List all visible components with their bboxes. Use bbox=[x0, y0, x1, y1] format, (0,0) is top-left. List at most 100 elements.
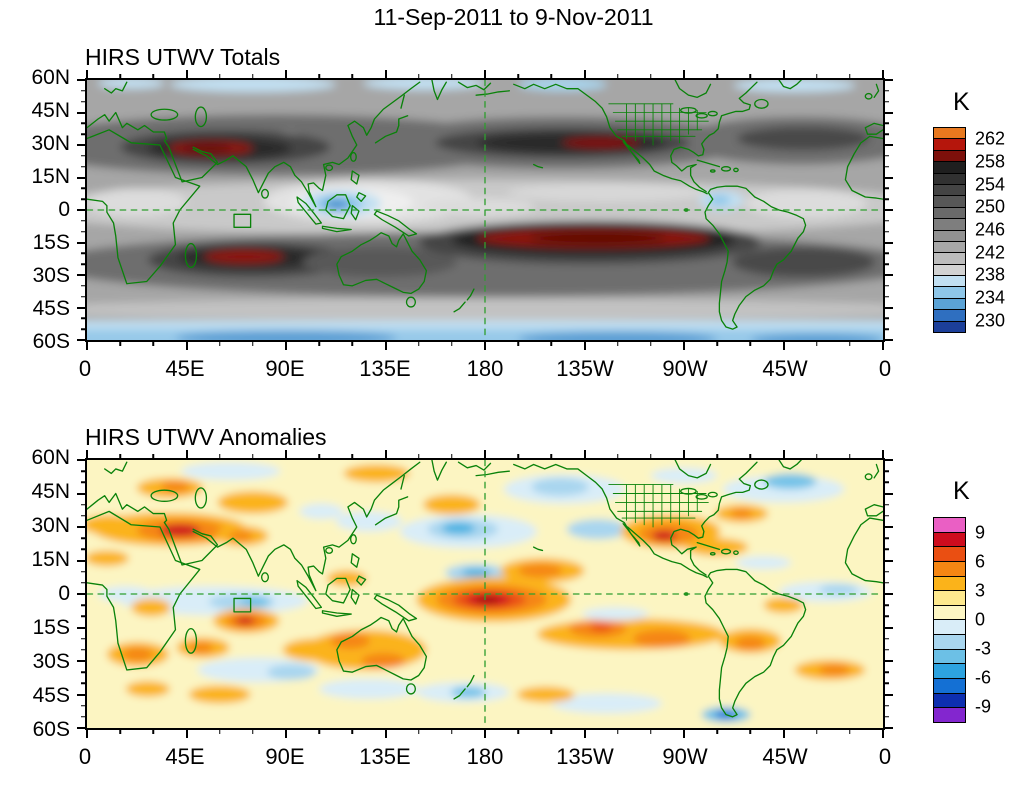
axis-tick bbox=[815, 74, 818, 79]
colorbar-tick-label: -6 bbox=[975, 667, 992, 688]
axis-tick bbox=[884, 626, 893, 629]
colorbar-segment bbox=[934, 531, 965, 547]
colorbar-segment bbox=[934, 172, 965, 184]
axis-tick bbox=[716, 341, 718, 346]
axis-tick bbox=[683, 450, 685, 459]
lon-tick-label: 135E bbox=[359, 744, 411, 769]
totals-map bbox=[77, 70, 893, 350]
axis-tick bbox=[884, 704, 889, 707]
axis-tick bbox=[849, 454, 851, 459]
lat-tick-label: 45S bbox=[32, 297, 70, 320]
lat-tick-label: 15S bbox=[32, 231, 70, 254]
axis-tick bbox=[884, 615, 889, 618]
axis-tick bbox=[81, 198, 86, 200]
axis-tick bbox=[884, 155, 889, 157]
axis-tick bbox=[152, 729, 155, 734]
axis-tick bbox=[81, 317, 86, 320]
axis-tick bbox=[884, 660, 893, 662]
axis-tick bbox=[285, 729, 287, 738]
lon-tick-label: 45W bbox=[762, 356, 808, 381]
colorbar-tick-label: 262 bbox=[975, 128, 1006, 149]
colorbar-segment bbox=[934, 128, 965, 139]
axis-tick bbox=[884, 548, 889, 551]
colorbar-segment bbox=[934, 229, 965, 241]
colorbar-segment bbox=[934, 604, 965, 620]
axis-tick bbox=[81, 285, 86, 287]
axis-tick bbox=[77, 339, 86, 341]
axis-tick bbox=[884, 604, 889, 606]
axis-tick bbox=[884, 649, 889, 651]
totals-x-axis-labels: 0 45E 90E 135E 180 135W 90W 45W 0 bbox=[79, 354, 891, 382]
axis-tick bbox=[252, 454, 254, 459]
axis-tick bbox=[81, 604, 86, 606]
axis-tick bbox=[77, 593, 86, 595]
colorbar-segment bbox=[934, 218, 965, 230]
colorbar-tick-label: 254 bbox=[975, 174, 1006, 195]
lon-tick-label: 90W bbox=[662, 744, 708, 769]
axis-tick bbox=[77, 209, 86, 211]
axis-tick bbox=[218, 729, 221, 734]
axis-tick bbox=[884, 582, 889, 584]
axis-tick bbox=[884, 570, 889, 573]
anomalies-colorbar-units-label: K bbox=[953, 477, 970, 505]
lon-tick-label: 135W bbox=[556, 744, 614, 769]
axis-tick bbox=[86, 450, 88, 459]
axis-tick bbox=[650, 729, 652, 734]
colorbar-tick-label: 258 bbox=[975, 151, 1006, 172]
axis-tick bbox=[484, 450, 486, 459]
axis-tick bbox=[77, 144, 86, 146]
axis-tick bbox=[77, 626, 86, 629]
lat-tick-label: 30S bbox=[32, 650, 70, 673]
axis-tick bbox=[650, 74, 652, 79]
axis-tick bbox=[81, 133, 86, 135]
axis-tick bbox=[81, 90, 86, 92]
axis-tick bbox=[81, 100, 86, 103]
colorbar-segment bbox=[934, 619, 965, 635]
axis-tick bbox=[550, 454, 553, 459]
lon-tick-label: 45E bbox=[165, 744, 205, 769]
axis-tick bbox=[81, 570, 86, 573]
axis-tick bbox=[77, 274, 86, 276]
axis-tick bbox=[384, 450, 387, 459]
colorbar-segment bbox=[934, 263, 965, 276]
axis-tick bbox=[884, 515, 889, 517]
axis-tick bbox=[86, 341, 88, 350]
lat-tick-label: 60N bbox=[31, 446, 70, 469]
colorbar-tick-label: 234 bbox=[975, 287, 1006, 308]
axis-tick bbox=[650, 341, 652, 346]
axis-tick bbox=[451, 341, 453, 346]
axis-tick bbox=[384, 70, 387, 79]
axis-tick bbox=[81, 122, 86, 125]
colorbar-segment bbox=[934, 240, 965, 253]
axis-tick bbox=[550, 74, 553, 79]
axis-tick bbox=[849, 341, 851, 346]
lon-tick-label: 0 bbox=[78, 744, 92, 769]
y-axis-ticks-right bbox=[883, 79, 894, 341]
axis-tick bbox=[884, 263, 889, 265]
axis-tick bbox=[86, 729, 88, 738]
colorbar-tick-label: 9 bbox=[975, 522, 986, 543]
anomalies-x-axis-labels: 0 45E 90E 135E 180 135W 90W 45W 0 bbox=[79, 742, 891, 770]
axis-tick bbox=[77, 306, 86, 309]
axis-tick bbox=[884, 274, 893, 276]
axis-tick bbox=[81, 548, 86, 551]
axis-tick bbox=[616, 74, 619, 79]
lat-tick-label: 0 bbox=[58, 198, 70, 221]
colorbar-segment bbox=[934, 252, 965, 264]
axis-tick bbox=[152, 454, 155, 459]
axis-tick bbox=[815, 341, 818, 346]
anomalies-panel-title: HIRS UTWV Anomalies bbox=[85, 424, 327, 450]
colorbar-segment bbox=[934, 575, 965, 591]
x-axis-ticks-bottom bbox=[86, 340, 884, 351]
axis-tick bbox=[185, 70, 188, 79]
axis-tick bbox=[884, 165, 889, 168]
colorbar-segment bbox=[934, 195, 965, 207]
axis-tick bbox=[81, 165, 86, 168]
axis-tick bbox=[77, 660, 86, 662]
axis-tick bbox=[716, 454, 718, 459]
axis-tick bbox=[884, 559, 893, 562]
colorbar-segment bbox=[934, 692, 965, 708]
colorbar-segment bbox=[934, 560, 965, 576]
axis-tick bbox=[849, 729, 851, 734]
axis-tick bbox=[882, 729, 884, 738]
